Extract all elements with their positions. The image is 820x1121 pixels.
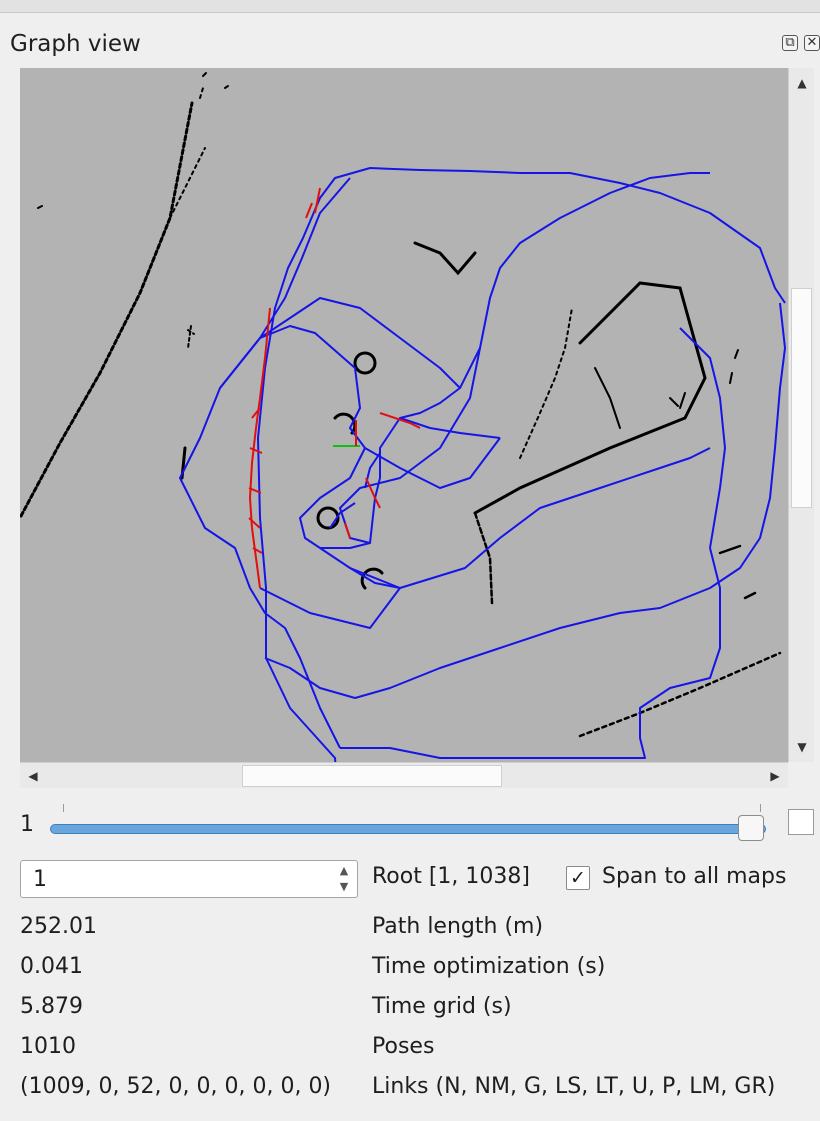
spin-down-icon[interactable]: ▼ [339,880,349,893]
slider-checkbox[interactable] [788,809,814,835]
map-slider-handle[interactable] [738,815,764,841]
root-label: Root [1, 1038] [372,864,530,889]
spinbox-value: 1 [33,867,47,892]
links-label: Links (N, NM, G, LS, LT, U, P, LM, GR) [372,1074,776,1099]
time-grid-label: Time grid (s) [372,994,512,1019]
scroll-corner [788,762,814,788]
horizontal-scrollbar[interactable]: ◀ ▶ [20,762,788,788]
horizontal-scroll-thumb[interactable] [242,765,502,787]
links-value: (1009, 0, 52, 0, 0, 0, 0, 0, 0) [20,1074,332,1099]
top-strip [0,0,820,12]
slider-label: 1 [20,812,34,837]
span-to-all-maps-label[interactable]: Span to all maps [602,864,787,889]
path-length-label: Path length (m) [372,914,544,939]
scroll-down-icon[interactable]: ▼ [797,740,807,754]
close-icon[interactable]: ✕ [804,35,820,51]
slider-tick [63,804,64,812]
vertical-scroll-thumb[interactable] [791,288,812,508]
time-optimization-value: 0.041 [20,954,83,979]
poses-value: 1010 [20,1034,76,1059]
vertical-scrollbar[interactable]: ▲ ▼ [788,68,814,762]
origin-axes [333,420,360,447]
scroll-left-icon[interactable]: ◀ [28,769,38,783]
scroll-up-icon[interactable]: ▲ [797,76,807,90]
root-id-spinbox[interactable]: 1 ▲ ▼ [20,860,358,898]
float-icon[interactable]: ⧉ [782,35,798,51]
span-to-all-maps-checkbox[interactable]: ✓ [566,866,590,890]
time-grid-value: 5.879 [20,994,83,1019]
loop-closure-links [248,187,421,589]
poses-label: Poses [372,1034,435,1059]
map-slider-track[interactable] [50,824,766,834]
obstacle-map [20,72,782,738]
spin-up-icon[interactable]: ▲ [339,864,349,877]
panel-title: Graph view [10,31,141,57]
slider-tick [760,804,761,812]
time-optimization-label: Time optimization (s) [372,954,606,979]
trajectory-path [179,167,786,762]
graph-canvas[interactable] [20,68,788,762]
path-length-value: 252.01 [20,914,97,939]
scroll-right-icon[interactable]: ▶ [770,769,780,783]
